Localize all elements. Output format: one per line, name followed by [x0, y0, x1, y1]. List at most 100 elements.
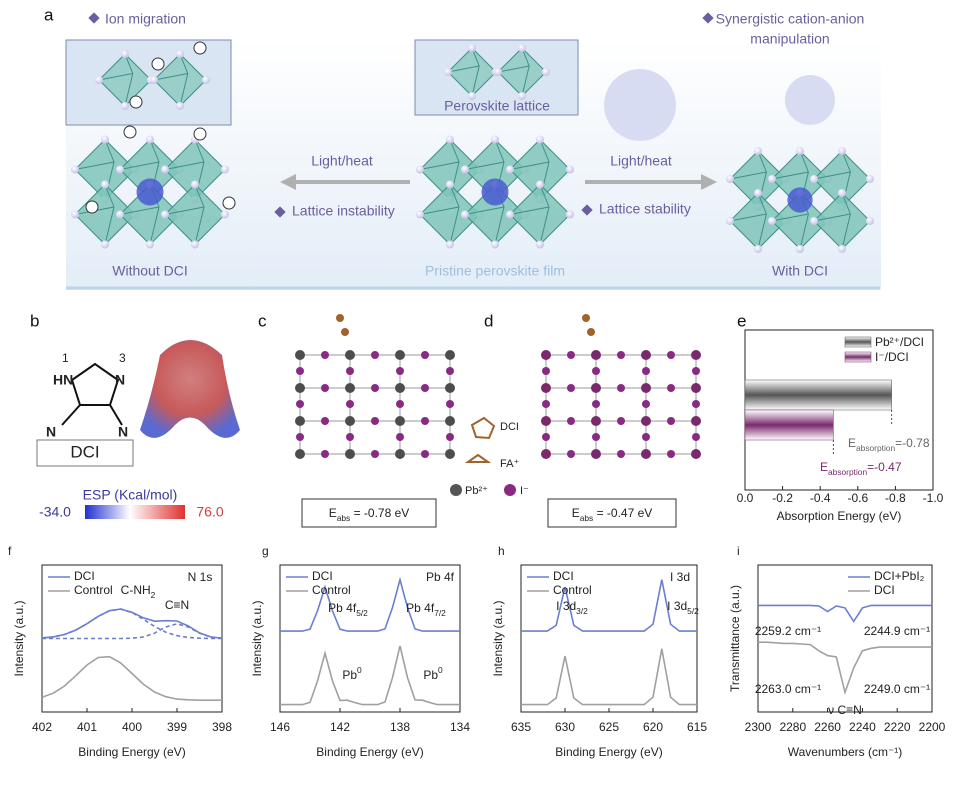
- ion: [768, 217, 776, 225]
- pb-atom: [445, 383, 455, 393]
- panel-label: a: [44, 5, 54, 24]
- annotation-main: Pb 4f: [328, 601, 357, 615]
- i-atom: [421, 351, 429, 359]
- x-tick-label: 615: [687, 720, 707, 734]
- annotation-main: Pb: [342, 668, 357, 682]
- label: Without DCI: [112, 263, 187, 279]
- legend-label: I⁻/DCI: [875, 350, 909, 364]
- annotation-sup: 0: [438, 665, 443, 675]
- ion: [446, 180, 454, 189]
- ion: [754, 245, 762, 253]
- ion: [536, 240, 544, 249]
- i-atom: [542, 433, 550, 441]
- octahedron-edge: [771, 213, 809, 222]
- x-axis-title: Wavenumbers (cm⁻¹): [788, 745, 903, 759]
- ion: [796, 147, 804, 155]
- x-tick-label: 620: [643, 720, 663, 734]
- octahedron-edge: [464, 161, 505, 170]
- spectrum-line: [758, 641, 932, 696]
- octahedron-edge: [813, 213, 851, 222]
- octahedron-edge: [449, 139, 460, 163]
- label: Light/heat: [610, 153, 672, 169]
- y-axis-title: Intensity (a.u.): [491, 600, 505, 676]
- panel-label: f: [8, 544, 12, 558]
- plot-frame: [279, 564, 461, 713]
- i-atom: [667, 450, 675, 458]
- pb-atom: [395, 449, 405, 459]
- i-atom: [567, 417, 575, 425]
- pb-atom: [295, 449, 305, 459]
- plot-frame: [520, 564, 698, 713]
- octahedron-edge: [757, 213, 767, 250]
- octahedron-edge: [771, 171, 809, 180]
- label: Lattice instability: [292, 203, 395, 219]
- i-atom: [542, 367, 550, 375]
- spectrum-line: [280, 645, 460, 706]
- ion: [866, 175, 874, 183]
- energy-label-sub: abs: [337, 513, 351, 523]
- annotation: Eabsorption=-0.78: [848, 436, 930, 453]
- legend-label: DCI: [74, 569, 95, 583]
- fit-line: [42, 622, 223, 640]
- i-atom: [567, 450, 575, 458]
- x-tick-label: 146: [270, 720, 290, 734]
- annotation-sub: 5/2: [356, 608, 368, 618]
- x-tick-label: 2260: [814, 720, 841, 734]
- atom: N: [115, 372, 125, 388]
- octahedron-edge: [521, 65, 530, 97]
- i-atom: [321, 450, 329, 458]
- ion: [416, 210, 424, 219]
- legend-label: FA⁺: [500, 458, 519, 470]
- pb-atom: [345, 449, 355, 459]
- i-atom: [692, 400, 700, 408]
- name-box: [36, 439, 134, 467]
- octahedron-edge: [509, 206, 550, 215]
- x-axis-title: Absorption Energy (eV): [777, 509, 902, 523]
- ion: [161, 210, 169, 219]
- colorbar: [85, 505, 185, 519]
- pb-atom: [641, 449, 651, 459]
- octahedron-edge: [104, 184, 115, 208]
- pb-atom: [591, 383, 601, 393]
- ion: [146, 135, 154, 144]
- octahedron-edge: [539, 139, 550, 163]
- annotation: I 3d: [670, 570, 690, 584]
- x-tick-label: 401: [77, 720, 97, 734]
- label: manipulation: [750, 31, 829, 47]
- octahedron-edge: [494, 139, 505, 163]
- x-tick-label: 635: [511, 720, 531, 734]
- i-atom: [617, 384, 625, 392]
- i-atom: [667, 417, 675, 425]
- ion: [810, 175, 818, 183]
- octahedron-edge: [179, 73, 189, 107]
- i-atom: [371, 384, 379, 392]
- pb-atom: [541, 350, 551, 360]
- octahedron-edge: [104, 206, 115, 245]
- bond: [109, 404, 123, 426]
- octahedron-edge: [194, 184, 205, 208]
- annotation-sub: 2: [151, 590, 156, 600]
- i-atom: [642, 400, 650, 408]
- annotation: C-NH2: [121, 583, 156, 600]
- octahedron-edge: [149, 139, 160, 163]
- annotation: 2244.9 cm⁻¹: [864, 624, 930, 638]
- energy-label: Eabs = -0.78 eV: [329, 506, 410, 523]
- ion: [446, 135, 454, 144]
- octahedron-edge: [104, 139, 115, 163]
- annotation-main: C-NH: [121, 583, 151, 597]
- ion: [202, 76, 210, 84]
- i-atom: [421, 450, 429, 458]
- panel-label: g: [262, 544, 269, 558]
- octahedron-edge: [119, 206, 160, 215]
- ion: [101, 240, 109, 249]
- legend-label: DCI: [553, 569, 574, 583]
- ion: [838, 245, 846, 253]
- colorbar-max: 76.0: [196, 504, 223, 520]
- legend-label: Pb²⁺/DCI: [875, 335, 924, 349]
- bullet: [88, 12, 100, 24]
- ion: [191, 180, 199, 189]
- vacancy: [193, 127, 207, 141]
- x-tick-label: -0.4: [810, 491, 831, 505]
- annotation: N 1s: [188, 570, 213, 584]
- annotation-tail: =-0.78: [895, 436, 930, 450]
